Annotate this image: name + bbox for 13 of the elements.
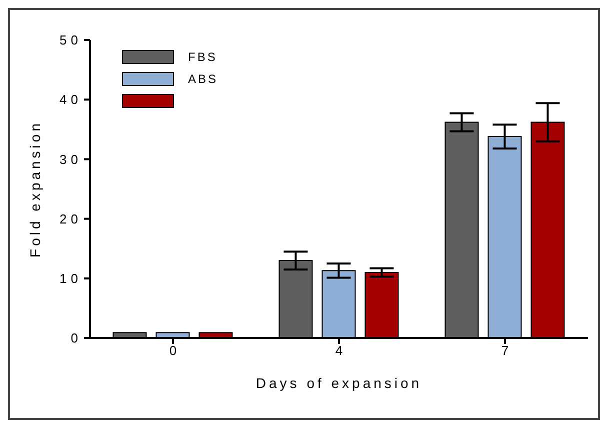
x-tick-label: 0 — [169, 343, 177, 358]
legend-label: ABS — [188, 72, 218, 86]
y-tick-label: 40 — [60, 92, 82, 108]
x-axis-title: Days of expansion — [256, 375, 422, 391]
x-tick-label: 4 — [335, 343, 343, 358]
y-tick-label: 20 — [60, 211, 82, 226]
y-tick-label: 0 — [70, 330, 82, 346]
y-axis-title: Fold expansion — [26, 120, 43, 258]
y-tick-label: 30 — [60, 152, 82, 167]
legend-label: FBS — [188, 50, 218, 64]
x-tick-label: 7 — [501, 343, 509, 358]
y-tick-label: 50 — [60, 32, 82, 48]
y-tick-label: 10 — [60, 271, 82, 286]
